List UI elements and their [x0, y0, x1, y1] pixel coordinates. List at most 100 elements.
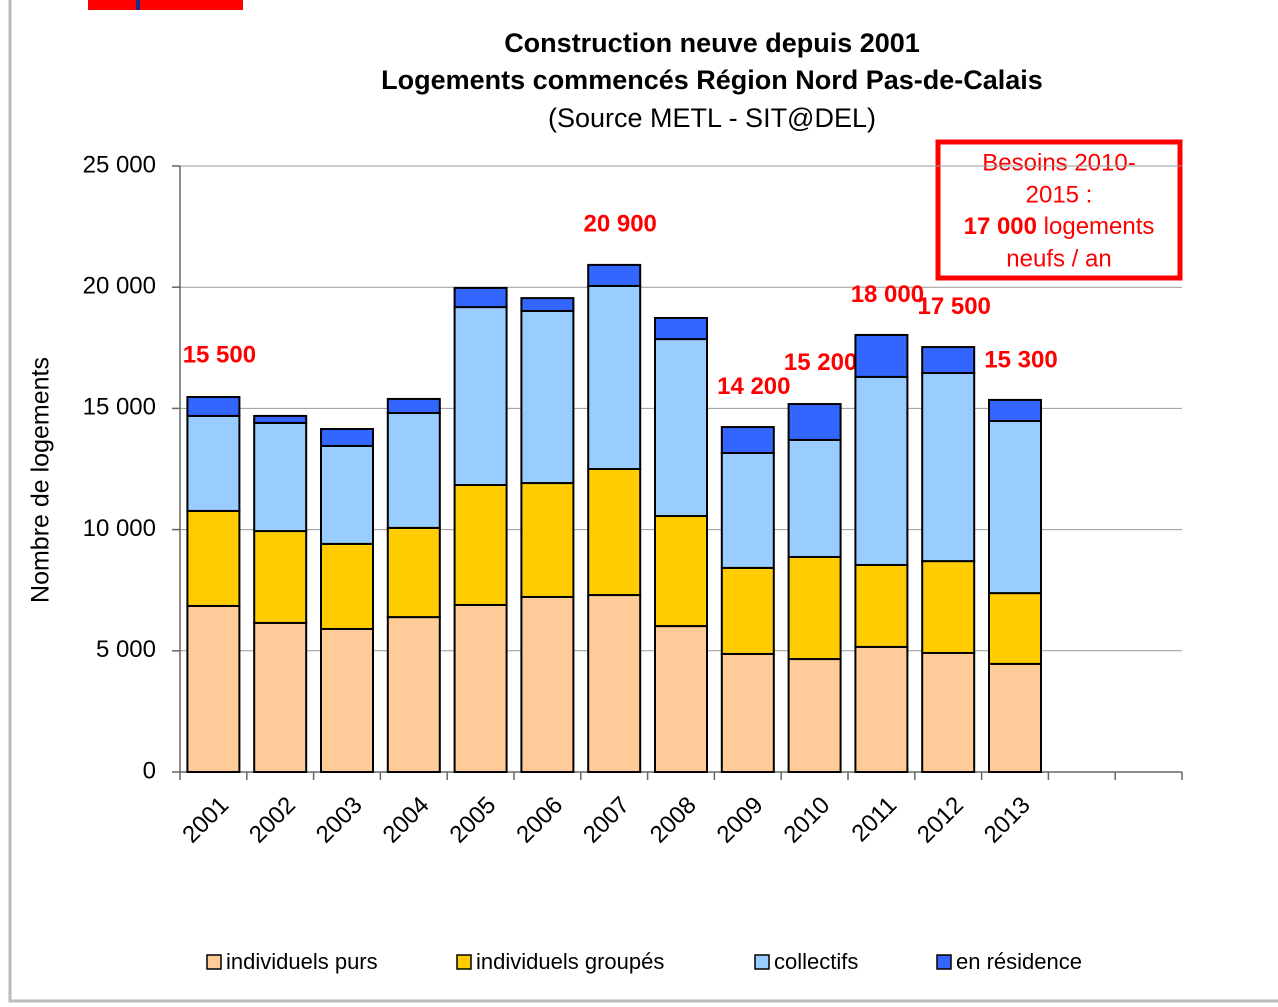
x-tick-label: 2009	[712, 792, 769, 849]
bar-segment	[386, 412, 441, 529]
chart-subtitle: Logements commencés Région Nord Pas-de-C…	[381, 65, 1043, 95]
bar-segment	[253, 414, 308, 424]
bar-segment	[654, 338, 708, 518]
annotation-box	[935, 139, 1183, 281]
bar-segment	[587, 263, 642, 287]
bar-segment	[988, 398, 1042, 423]
y-axis-label: Nombre de logements	[27, 357, 55, 603]
y-tick-label: 20 000	[83, 273, 156, 300]
x-tick-label: 2008	[645, 792, 702, 849]
bar-segment	[988, 662, 1042, 773]
x-tick-label: 2003	[311, 792, 368, 849]
annotation-line: 17 000 logements	[964, 213, 1155, 240]
frame	[8, 0, 1278, 1003]
bar-segment	[453, 286, 508, 309]
bar-segment	[854, 375, 909, 566]
bar-segment	[787, 658, 842, 774]
bar-segment	[453, 306, 508, 486]
bar-segment	[587, 594, 642, 773]
bar-segment	[520, 482, 575, 598]
bar-segment	[854, 333, 909, 378]
bar-segment	[186, 414, 241, 512]
bar-segment	[654, 625, 708, 773]
bar-segment	[320, 542, 374, 630]
bar-segment	[921, 372, 976, 563]
bar-segment	[386, 397, 441, 415]
decor-bar	[88, 0, 243, 10]
total-label: 20 900	[583, 211, 656, 238]
bar-segment	[720, 652, 775, 773]
bar-segment	[720, 566, 775, 655]
chart-source: (Source METL - SIT@DEL)	[548, 103, 876, 133]
legend-label: individuels groupés	[476, 949, 664, 974]
bar-segment	[320, 444, 374, 545]
bar-segment	[320, 627, 374, 774]
x-tick-label: 2013	[979, 792, 1036, 849]
x-tick-label: 2004	[378, 792, 435, 849]
bar-segment	[453, 483, 508, 606]
bar-segment	[921, 346, 976, 375]
bar-segment	[654, 515, 708, 628]
bar-segment	[720, 426, 775, 455]
total-label: 15 500	[183, 342, 256, 369]
bar-segment	[186, 604, 241, 773]
bar-segment	[320, 428, 374, 447]
legend-swatch	[936, 954, 952, 970]
bar-segment	[854, 645, 909, 773]
bar-segment	[453, 603, 508, 773]
bar-segment	[186, 396, 241, 417]
bar-segment	[787, 403, 842, 441]
annotation-text: logements	[1037, 213, 1154, 240]
y-tick-label: 15 000	[83, 394, 156, 421]
legend-label: collectifs	[774, 949, 858, 974]
total-label: 14 200	[717, 373, 790, 400]
bar-segment	[253, 421, 308, 533]
bar-segment	[587, 284, 642, 470]
legend-swatch	[456, 954, 472, 970]
bar-segment	[520, 297, 575, 312]
bar-segment	[921, 560, 976, 654]
bar-segment	[787, 438, 842, 558]
bar-segment	[520, 595, 575, 773]
x-tick-label: 2007	[578, 792, 635, 849]
total-label: 18 000	[851, 281, 924, 308]
bar-segment	[186, 509, 241, 607]
x-tick-label: 2006	[511, 792, 568, 849]
legend-swatch	[206, 954, 222, 970]
legend-label: individuels purs	[226, 949, 378, 974]
annotation-line: 2015 :	[1026, 181, 1093, 208]
total-label: 15 200	[784, 349, 857, 376]
x-tick-label: 2012	[912, 792, 969, 849]
y-tick-label: 25 000	[83, 151, 156, 178]
annotation-line: neufs / an	[1006, 245, 1111, 272]
bar-segment	[787, 555, 842, 661]
bar-segment	[520, 309, 575, 485]
bar-segment	[854, 563, 909, 648]
bar-segment	[988, 592, 1042, 665]
x-tick-label: 2005	[444, 792, 501, 849]
total-label: 15 300	[984, 346, 1057, 373]
bar-segment	[386, 526, 441, 619]
bar-segment	[720, 452, 775, 569]
bar-segment	[386, 616, 441, 773]
y-tick-label: 0	[143, 757, 156, 784]
x-tick-label: 2002	[244, 792, 301, 849]
legend-swatch	[754, 954, 770, 970]
x-tick-label: 2010	[778, 792, 835, 849]
x-tick-label: 2011	[847, 792, 903, 848]
bar-segment	[921, 651, 976, 774]
chart-title: Construction neuve depuis 2001	[504, 28, 920, 58]
legend-label: en résidence	[956, 949, 1082, 974]
bar-segment	[654, 316, 708, 341]
total-label: 17 500	[917, 293, 990, 320]
bar-segment	[988, 420, 1042, 595]
decor-mark	[136, 0, 140, 10]
annotation-highlight: 17 000	[964, 213, 1037, 240]
annotation-line: Besoins 2010-	[982, 149, 1135, 176]
bar-segment	[587, 468, 642, 597]
bar-segment	[253, 530, 308, 624]
x-tick-label: 2001	[177, 792, 234, 849]
y-tick-label: 5 000	[96, 636, 156, 663]
